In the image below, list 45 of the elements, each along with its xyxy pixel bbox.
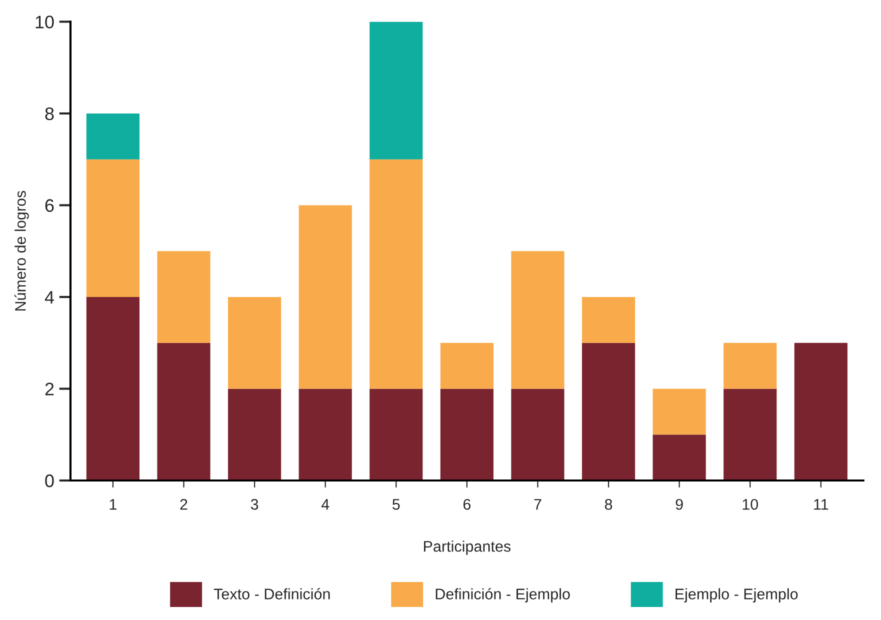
x-tick-label: 4 xyxy=(321,499,330,510)
bar xyxy=(228,296,282,389)
bar xyxy=(582,296,636,343)
bar xyxy=(794,342,848,480)
x-tick-label: 1 xyxy=(110,499,116,510)
bar xyxy=(724,342,777,389)
x-axis-title: Participantes xyxy=(424,540,511,555)
x-tick-label: 6 xyxy=(463,498,471,510)
bar xyxy=(86,159,140,297)
bar xyxy=(86,113,140,160)
bar xyxy=(511,251,564,389)
y-tick-label: 6 xyxy=(45,199,54,212)
bar xyxy=(228,388,282,480)
y-tick-label: 0 xyxy=(45,474,54,488)
y-tick-label: 10 xyxy=(36,16,54,28)
y-tick-label: 2 xyxy=(45,382,54,396)
x-tick-label: 5 xyxy=(392,499,400,510)
x-tick-label: 3 xyxy=(250,498,258,510)
bar xyxy=(86,296,140,480)
x-tick-label: 2 xyxy=(180,498,188,510)
bar xyxy=(370,159,423,389)
legend-label: Definición - Ejemplo xyxy=(436,588,570,602)
x-tick-label: 10 xyxy=(742,498,758,510)
bar xyxy=(298,388,352,480)
x-tick-label: 8 xyxy=(604,498,612,510)
y-axis-title: Número de logros xyxy=(14,190,29,311)
bar xyxy=(298,205,352,389)
bar xyxy=(582,342,636,480)
bar xyxy=(652,434,706,480)
bar xyxy=(370,22,423,160)
bar xyxy=(157,342,210,480)
bar xyxy=(370,388,423,480)
bar xyxy=(724,388,777,480)
legend-label: Texto - Definición xyxy=(214,588,330,600)
y-tick-label: 4 xyxy=(44,291,54,304)
bar xyxy=(440,342,494,389)
bar xyxy=(157,251,210,343)
bar xyxy=(440,388,494,480)
x-tick-label: 7 xyxy=(534,499,542,510)
x-tick-label: 9 xyxy=(676,498,683,510)
bar xyxy=(652,388,706,435)
y-tick-label: 8 xyxy=(45,107,54,120)
legend-label: Ejemplo - Ejemplo xyxy=(676,588,798,602)
bar xyxy=(511,388,564,480)
x-tick-label: 11 xyxy=(814,499,828,510)
